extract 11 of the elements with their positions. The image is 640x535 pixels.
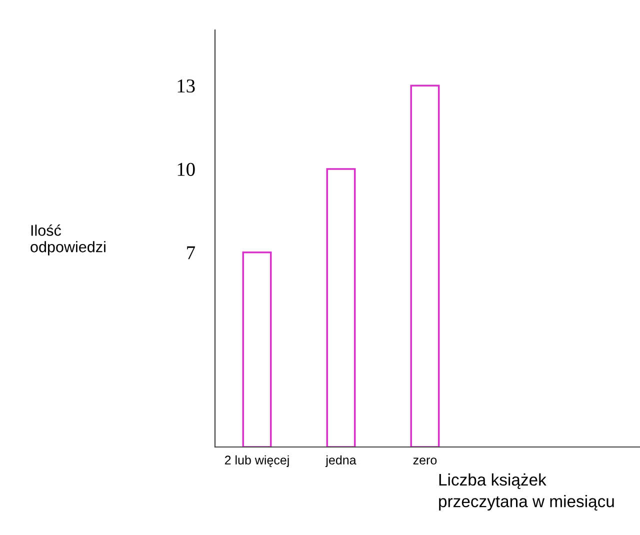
x-tick-label: jedna — [325, 455, 356, 467]
x-axis-title: Liczba książek przeczytana w miesiącu — [439, 473, 614, 511]
y-tick-label: 10 — [178, 162, 195, 176]
y-tick-label: 7 — [187, 246, 195, 260]
bar — [242, 251, 272, 447]
bar — [326, 168, 356, 447]
bar — [410, 84, 440, 447]
x-tick-label: 2 lub więcej — [224, 455, 289, 467]
y-tick-label: 13 — [178, 79, 195, 93]
y-axis-title: Ilość odpowiedzi — [30, 224, 106, 256]
x-tick-label: zero — [413, 458, 437, 465]
